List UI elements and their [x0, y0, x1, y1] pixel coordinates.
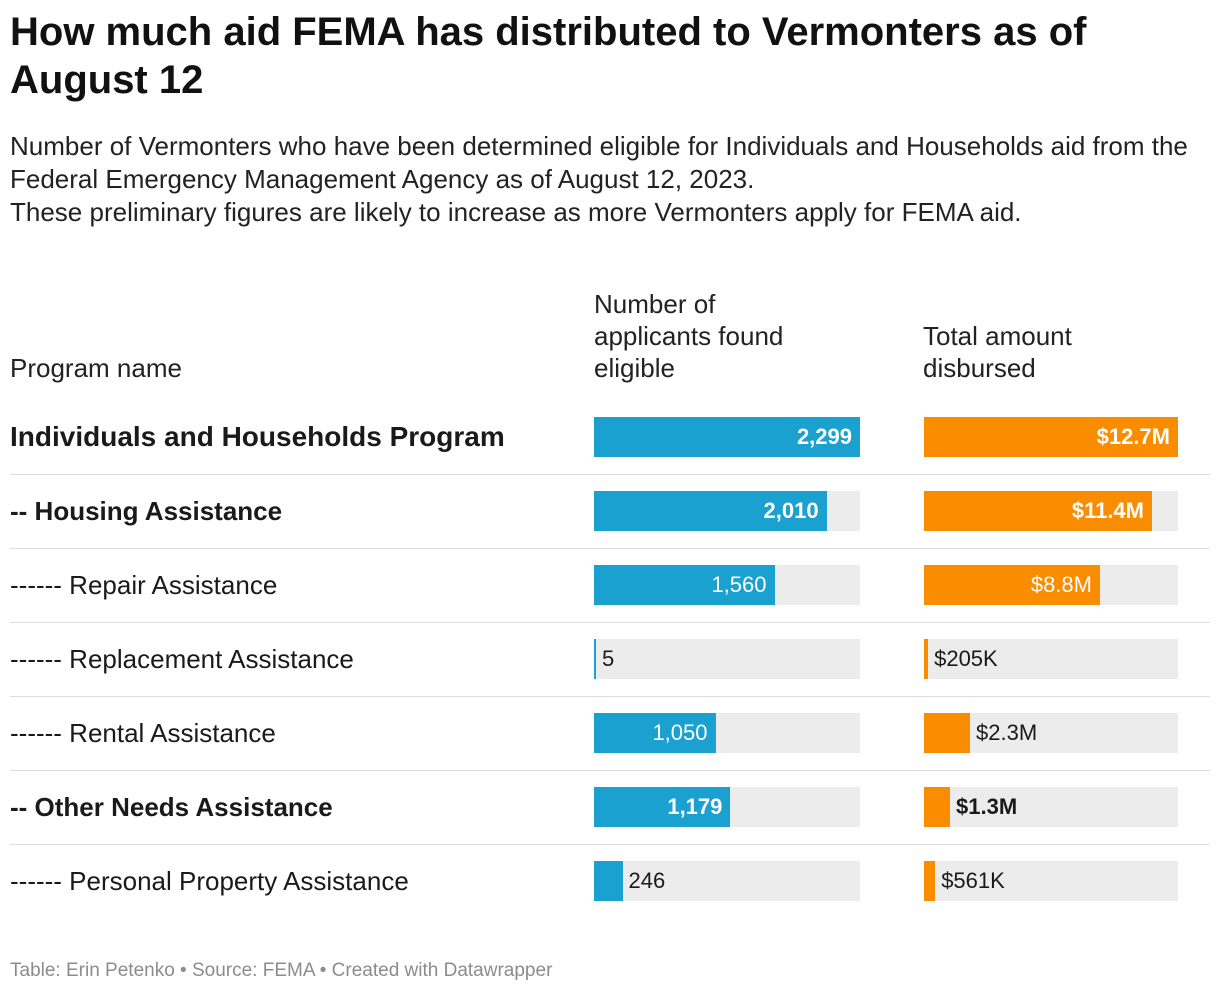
count-value-label: 1,179 [667, 794, 723, 819]
applicants-bar-track: 5 [594, 639, 860, 679]
count-value-label: 1,560 [711, 572, 767, 597]
amount-bar [924, 491, 1152, 531]
applicants-bar-track: 246 [594, 861, 860, 901]
chart-title: How much aid FEMA has distributed to Ver… [10, 10, 1087, 102]
count-bar [594, 491, 827, 531]
amount-bar [924, 787, 950, 827]
amount-value-label: $1.3M [956, 794, 1018, 819]
applicants-bar-track: 1,050 [594, 713, 860, 753]
amount-bar-track: $205K [924, 639, 1178, 679]
amount-value-label: $12.7M [1096, 424, 1170, 449]
amount-value-label: $8.8M [1030, 572, 1092, 597]
chart-footer: Table: Erin Petenko • Source: FEMA • Cre… [10, 960, 553, 981]
amount-bar-track: $1.3M [924, 787, 1178, 827]
table-row: -- Other Needs Assistance 1,179 $1.3M [10, 770, 1210, 845]
count-value-label: 2,299 [796, 424, 852, 449]
column-header-applicants: Number of applicants found eligible [594, 289, 784, 383]
table-row: ------ Personal Property Assistance 246 $5… [10, 844, 1210, 918]
amount-bar-track: $8.8M [924, 565, 1178, 605]
program-name: ------ Rental Assistance [10, 718, 276, 748]
count-bar [594, 787, 731, 827]
amount-bar [924, 639, 929, 679]
applicants-bar-track: 1,179 [594, 787, 860, 827]
amount-bar-track: $11.4M [924, 491, 1178, 531]
count-bar [594, 861, 623, 901]
applicants-bar-track: 1,560 [594, 565, 860, 605]
amount-bar [924, 417, 1178, 457]
amount-value-label: $2.3M [976, 720, 1038, 745]
program-name: ------ Personal Property Assistance [10, 866, 409, 896]
table-row: -- Housing Assistance 2,010 $11.4M [10, 474, 1210, 549]
table-row: ------ Rental Assistance 1,050 $2.3M [10, 696, 1210, 771]
amount-value-label: $205K [934, 646, 998, 671]
amount-bar-track: $2.3M [924, 713, 1178, 753]
table-row: ------ Replacement Assistance 5 $205K [10, 622, 1210, 697]
count-bar [594, 639, 596, 679]
applicants-bar-track: 2,299 [594, 417, 860, 457]
count-bar [594, 713, 716, 753]
count-bar [594, 417, 860, 457]
count-value-label: 2,010 [763, 498, 819, 523]
column-header-amount: Total amount disbursed [923, 321, 1072, 383]
amount-bar [924, 565, 1100, 605]
count-value-label: 5 [602, 646, 615, 671]
column-header-program: Program name [10, 353, 182, 383]
count-value-label: 246 [628, 868, 666, 893]
program-name: -- Other Needs Assistance [10, 792, 333, 822]
program-name: ------ Replacement Assistance [10, 644, 354, 674]
applicants-bar-track: 2,010 [594, 491, 860, 531]
amount-bar [924, 861, 936, 901]
subtitle-line-1: Number of Vermonters who have been deter… [10, 131, 1188, 194]
program-name: Individuals and Households Program [10, 421, 505, 452]
count-bar [594, 565, 775, 605]
amount-bar [924, 713, 970, 753]
chart-subtitle: Number of Vermonters who have been deter… [10, 130, 1200, 229]
amount-bar-track: $561K [924, 861, 1178, 901]
amount-value-label: $561K [941, 868, 1005, 893]
subtitle-line-2: These preliminary figures are likely to … [10, 197, 1022, 227]
program-name: ------ Repair Assistance [10, 570, 278, 600]
program-name: -- Housing Assistance [10, 496, 283, 526]
amount-value-label: $11.4M [1071, 498, 1144, 523]
count-value-label: 1,050 [652, 720, 708, 745]
amount-bar-track: $12.7M [924, 417, 1178, 457]
table-row: Individuals and Households Program 2,299 $… [10, 400, 1210, 475]
table-row: ------ Repair Assistance 1,560 $8.8M [10, 548, 1210, 623]
